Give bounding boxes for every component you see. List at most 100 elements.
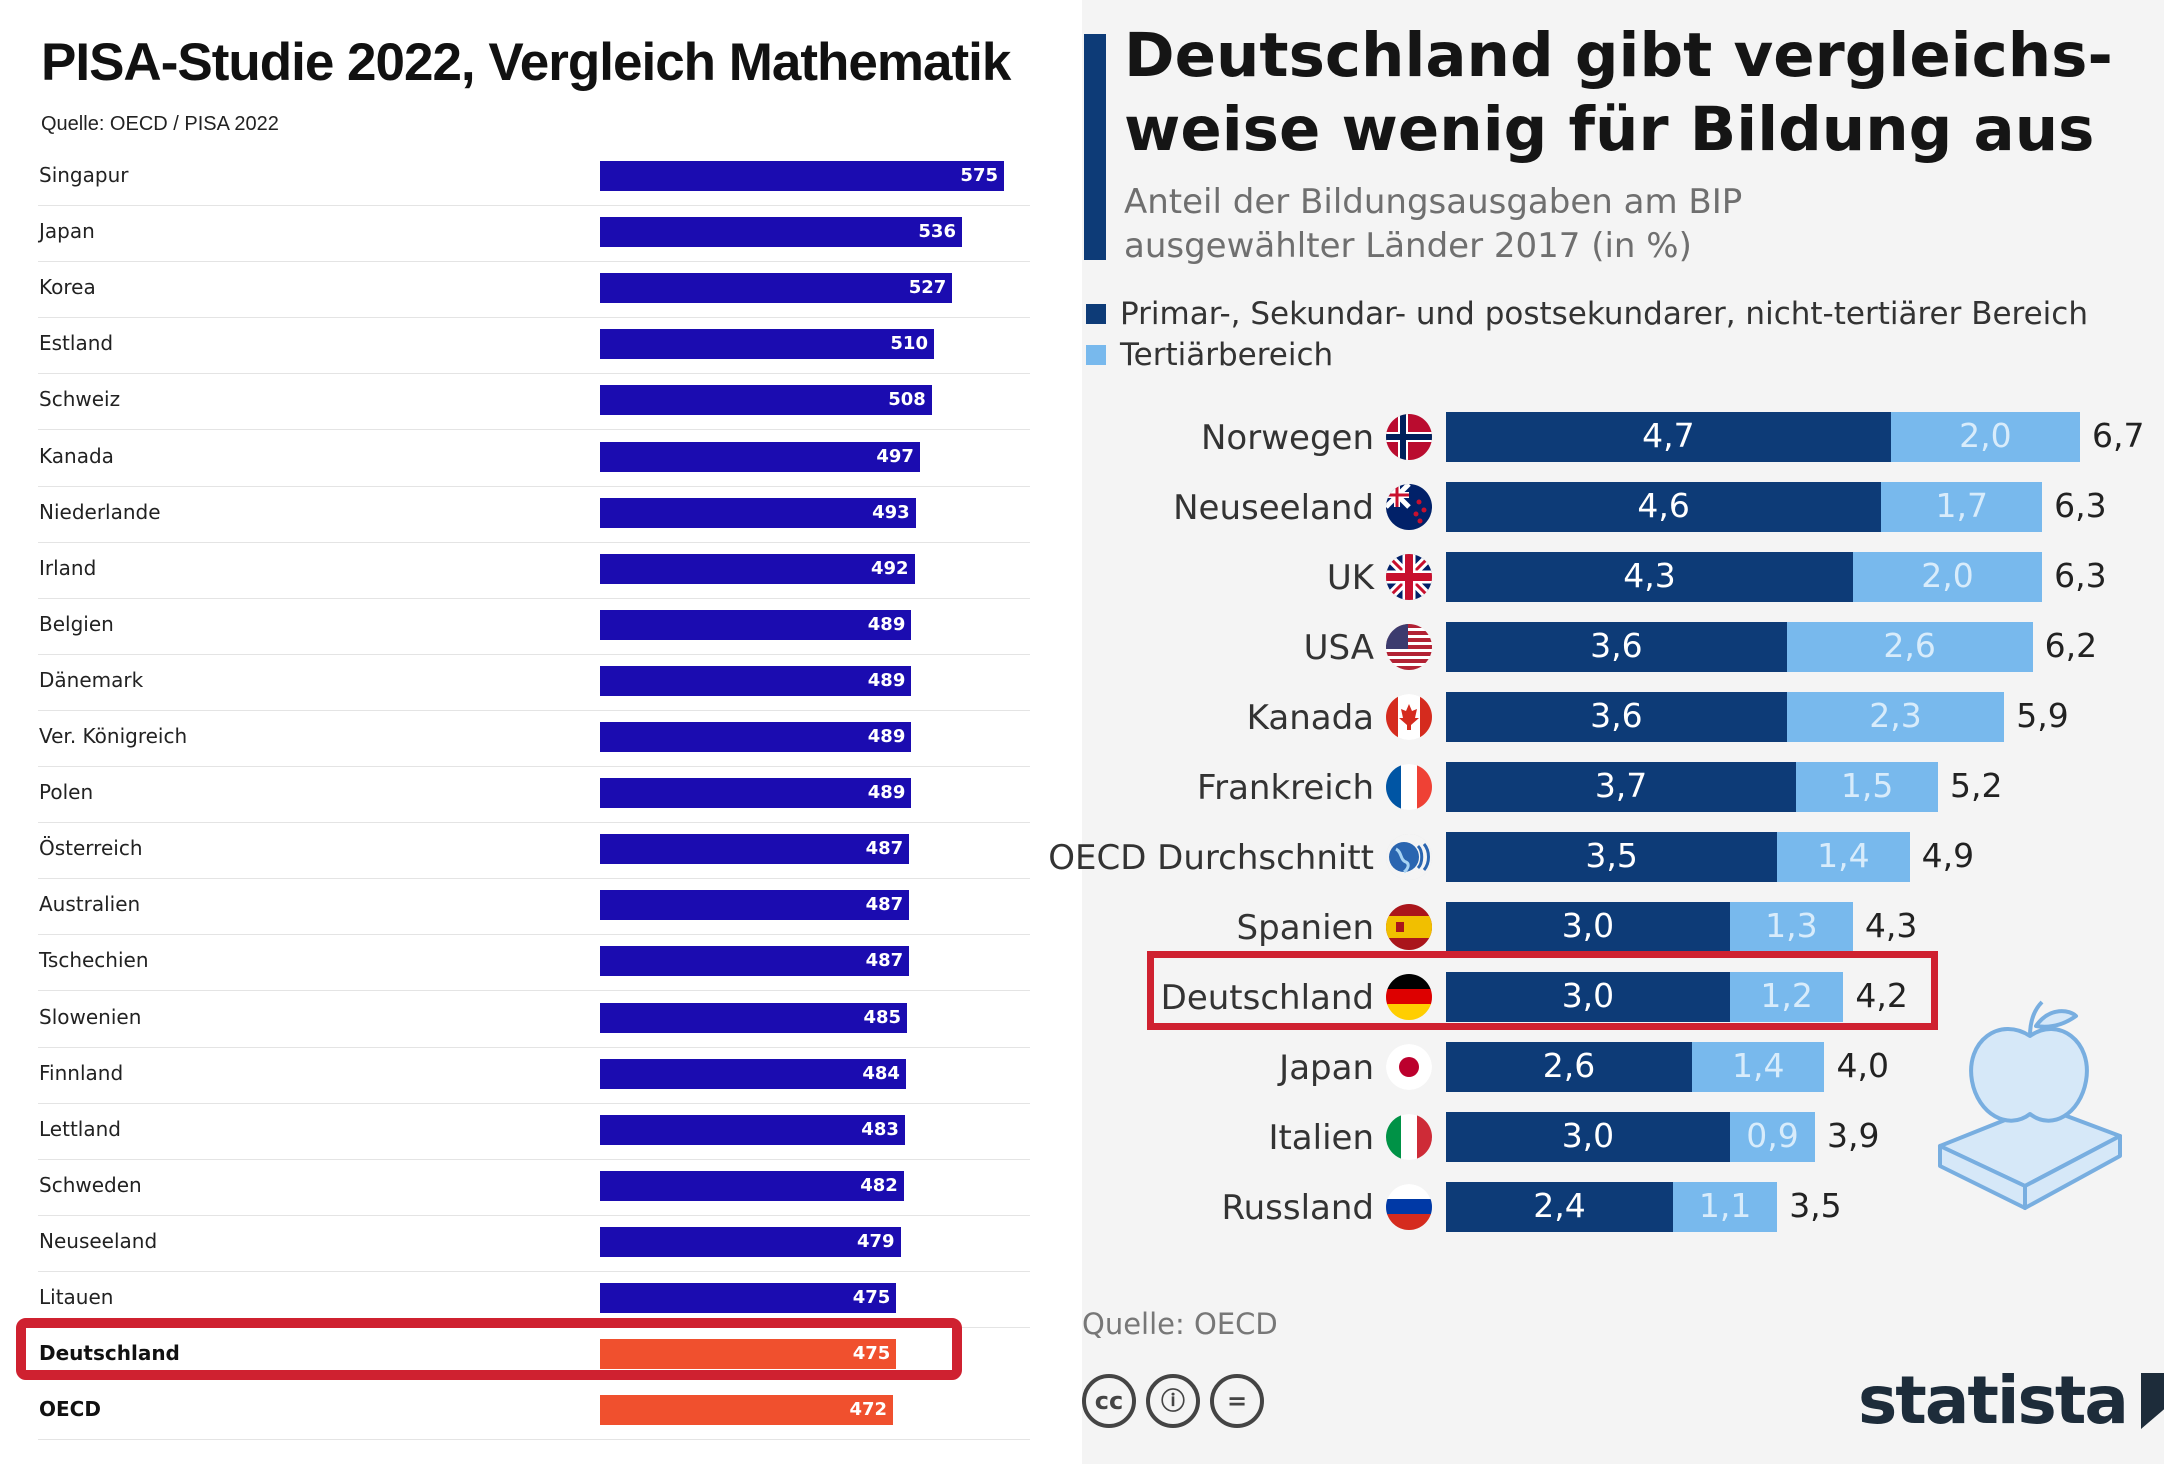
spending-row: Norwegen 4,7 2,0 6,7 [0,412,2164,464]
attribution-icon[interactable]: ⓘ [1146,1374,1200,1428]
pisa-value-label: 484 [862,1062,900,1084]
statista-logo[interactable]: statista [1858,1362,2164,1439]
primary-value-label: 3,0 [1561,906,1615,945]
primary-value-label: 4,6 [1637,486,1690,525]
primary-segment [1446,622,1787,672]
row-divider [38,597,1030,599]
row-divider [38,990,1030,992]
pisa-value-label: 489 [867,669,906,691]
germany-flag-icon [1386,974,1432,1020]
creative-commons-icon[interactable]: cc [1082,1374,1136,1428]
row-divider [38,541,1030,543]
norway-flag-icon [1386,414,1432,460]
primary-value-label: 4,7 [1642,416,1695,455]
pisa-row: Lettland 483 [0,1104,1082,1160]
spending-row: Japan 2,6 1,4 4,0 [0,1042,2164,1094]
pisa-country-label: Australien [39,892,141,917]
tertiary-segment [1692,1042,1825,1092]
legend-item-tertiary: Tertiärbereich [1086,337,1333,373]
pisa-bar: 485 [600,1002,908,1033]
primary-segment [1446,1112,1730,1162]
uk-flag-icon [1386,554,1432,600]
pisa-country-label: Tschechien [39,948,149,973]
canada-flag-icon [1386,694,1432,740]
tertiary-segment [1777,832,1910,882]
pisa-row: OECD 472 [0,1384,1082,1441]
spending-row: Russland 2,4 1,1 3,5 [0,1182,2164,1234]
spending-country-label: Russland [1221,1188,1375,1228]
total-value-label: 6,7 [2092,416,2145,455]
legend-item-primary: Primar-, Sekundar- und postsekundarer, n… [1086,296,2088,332]
pisa-value-label: 475 [852,1287,891,1308]
pisa-country-label: Polen [39,780,94,805]
pisa-country-label: Österreich [39,836,143,861]
spain-flag-icon [1386,904,1432,950]
pisa-value-label: 472 [849,1399,888,1421]
pisa-value-label: 475 [852,1343,891,1365]
spending-country-label: Kanada [1246,698,1374,738]
spending-country-label: OECD Durchschnitt [1048,838,1374,878]
tertiary-segment [1729,1112,1816,1162]
pisa-bar: 493 [600,497,916,528]
pisa-bar: 489 [600,609,912,640]
pisa-value-label: 487 [865,838,904,860]
pisa-row: Estland 510 [0,318,1082,375]
spending-chart-subtitle-line1: Anteil der Bildungsausgaben am BIP [1124,182,1743,222]
primary-segment [1446,1182,1674,1232]
pisa-value-label: 487 [865,894,904,916]
pisa-country-label: Belgien [39,611,114,636]
row-divider [38,429,1030,431]
spending-country-label: Frankreich [1197,768,1374,808]
tertiary-value-label: 2,0 [1921,556,1974,595]
new-zealand-flag-icon [1386,484,1432,530]
spending-country-label: Italien [1268,1118,1374,1158]
tertiary-segment [1729,902,1853,952]
pisa-row: Tschechien 487 [0,935,1082,992]
pisa-value-label: 489 [867,726,906,747]
pisa-country-label: Kanada [39,443,114,468]
tertiary-value-label: 2,0 [1959,416,2012,455]
pisa-bar: 475 [600,1283,897,1313]
primary-value-label: 4,3 [1623,556,1676,595]
total-value-label: 6,3 [2054,486,2107,525]
pisa-chart-source: Quelle: OECD / PISA 2022 [41,113,279,135]
pisa-country-label: Schweiz [39,387,121,412]
pisa-value-label: 508 [888,389,926,411]
pisa-country-label: Estland [39,331,114,356]
pisa-country-label: Deutschland [39,1341,180,1366]
pisa-value-label: 483 [861,1118,899,1140]
pisa-value-label: 510 [890,333,928,355]
pisa-bar: 497 [600,441,920,472]
spending-chart-source: Quelle: OECD [1082,1307,1278,1341]
pisa-row: Dänemark 489 [0,655,1082,711]
row-divider [38,878,1030,880]
no-derivatives-icon[interactable]: = [1210,1374,1264,1428]
row-divider [38,766,1030,767]
pisa-bar: 487 [600,946,910,977]
pisa-value-label: 575 [960,165,998,186]
row-divider [38,1158,1030,1160]
spending-chart-subtitle-line2: ausgewählter Länder 2017 (in %) [1124,226,1692,266]
pisa-country-label: Schweden [39,1172,142,1197]
italy-flag-icon [1386,1114,1432,1160]
spending-row: Deutschland 3,0 1,2 4,2 [0,972,2164,1024]
primary-segment [1446,412,1891,462]
pisa-bar: 484 [600,1058,906,1089]
pisa-bar: 483 [600,1114,905,1145]
pisa-chart-title: PISA-Studie 2022, Vergleich Mathematik [41,33,1011,92]
tertiary-segment [1890,412,2080,462]
row-divider [38,261,1030,263]
pisa-row: Ver. Königreich 489 [0,711,1082,767]
primary-segment [1446,1042,1693,1092]
pisa-value-label: 497 [876,445,914,467]
legend-label-primary: Primar-, Sekundar- und postsekundarer, n… [1120,296,2088,332]
spending-country-label: Neuseeland [1173,488,1374,528]
row-divider [38,485,1030,487]
spending-row: USA 3,6 2,6 6,2 [0,622,2164,674]
tertiary-value-label: 0,9 [1746,1116,1799,1155]
pisa-bar: 489 [600,722,912,752]
legend-label-tertiary: Tertiärbereich [1120,337,1334,373]
pisa-bar: 479 [600,1226,901,1257]
spending-row: UK 4,3 2,0 6,3 [0,552,2164,604]
primary-segment [1446,832,1778,882]
